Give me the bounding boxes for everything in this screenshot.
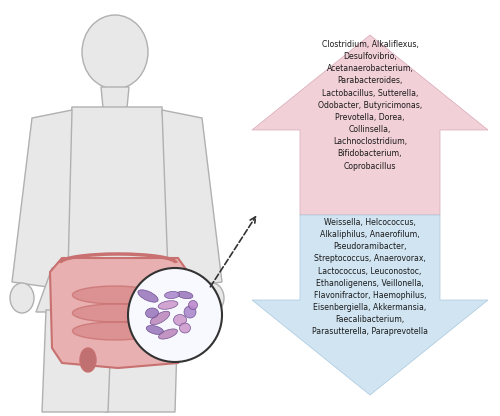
Ellipse shape bbox=[82, 15, 148, 89]
Ellipse shape bbox=[146, 308, 158, 318]
Polygon shape bbox=[42, 310, 112, 412]
Text: Weissella, Helcococcus,
Alkaliphilus, Anaerofilum,
Pseudoramibacter,
Streptococc: Weissella, Helcococcus, Alkaliphilus, An… bbox=[312, 218, 428, 337]
Polygon shape bbox=[101, 87, 129, 108]
Ellipse shape bbox=[72, 304, 158, 322]
Polygon shape bbox=[36, 268, 188, 312]
Ellipse shape bbox=[72, 286, 158, 304]
Ellipse shape bbox=[158, 301, 178, 310]
Ellipse shape bbox=[146, 325, 164, 334]
Ellipse shape bbox=[184, 306, 196, 318]
Polygon shape bbox=[252, 215, 488, 395]
Text: Clostridium, Alkaliflexus,
Desulfovibrio,
Acetanaerobacterium,
Parabacteroides,
: Clostridium, Alkaliflexus, Desulfovibrio… bbox=[318, 40, 422, 171]
Polygon shape bbox=[162, 110, 222, 287]
Ellipse shape bbox=[177, 291, 193, 299]
Polygon shape bbox=[105, 310, 178, 412]
Polygon shape bbox=[50, 258, 190, 368]
Ellipse shape bbox=[10, 283, 34, 313]
Ellipse shape bbox=[188, 300, 198, 310]
Polygon shape bbox=[252, 35, 488, 215]
Ellipse shape bbox=[72, 322, 158, 340]
Polygon shape bbox=[12, 110, 72, 287]
Ellipse shape bbox=[174, 314, 186, 325]
Ellipse shape bbox=[164, 292, 180, 299]
Circle shape bbox=[128, 268, 222, 362]
Ellipse shape bbox=[200, 283, 224, 313]
Ellipse shape bbox=[150, 311, 170, 325]
Ellipse shape bbox=[138, 290, 158, 302]
Ellipse shape bbox=[80, 348, 96, 372]
Ellipse shape bbox=[180, 323, 190, 333]
Polygon shape bbox=[52, 107, 172, 272]
Ellipse shape bbox=[158, 329, 178, 339]
